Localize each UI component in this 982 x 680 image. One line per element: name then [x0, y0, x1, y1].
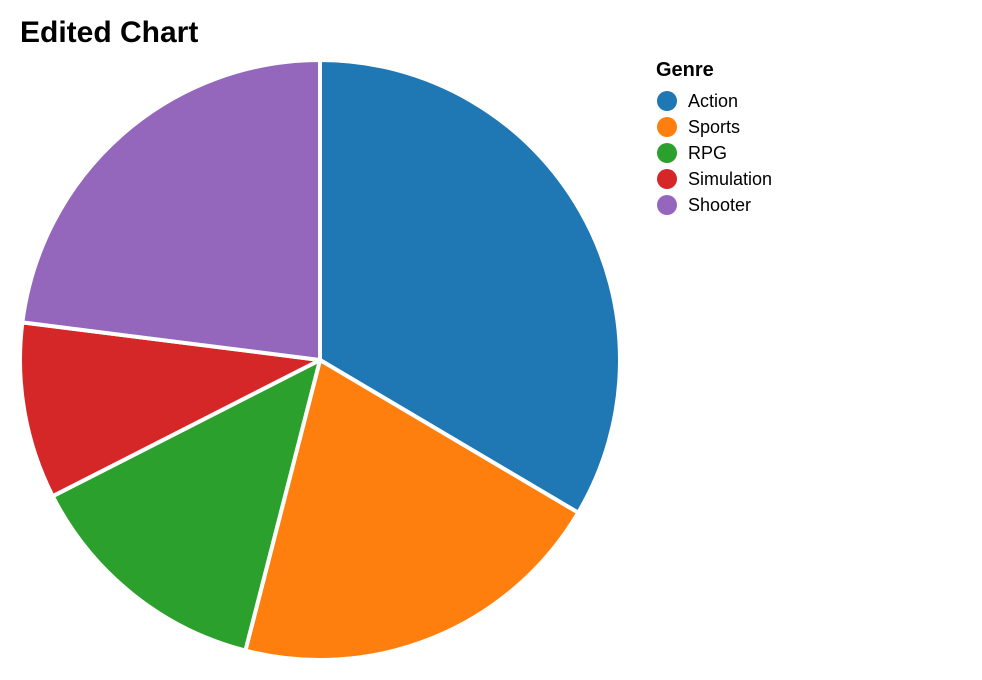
legend-item-sports: Sports: [656, 114, 772, 140]
legend-swatch-rpg: [657, 143, 677, 163]
pie-slice-shooter: [20, 58, 322, 362]
legend-swatch-action: [657, 91, 677, 111]
pie-slice-action: [318, 58, 622, 515]
chart-title: Edited Chart: [20, 16, 199, 49]
legend-item-shooter: Shooter: [656, 192, 772, 218]
legend-swatch-simulation: [657, 169, 677, 189]
legend-label: Shooter: [688, 194, 752, 215]
legend-label: Simulation: [688, 168, 773, 189]
legend-item-rpg: RPG: [656, 140, 772, 166]
legend-label: RPG: [688, 142, 728, 163]
legend-title: Genre: [656, 59, 714, 81]
legend-swatch-sports: [657, 117, 677, 137]
legend-items: Action Sports RPG Simulation Shooter: [656, 88, 772, 218]
pie-slice-sports: [243, 358, 581, 662]
legend-label: Action: [688, 90, 739, 111]
legend: Genre Action Sports RPG Simulation Shooter: [656, 60, 772, 218]
pie-slice-simulation: [18, 320, 322, 499]
legend-swatch-shooter: [657, 195, 677, 215]
legend-label: Sports: [688, 116, 741, 137]
legend-item-action: Action: [656, 88, 772, 114]
pie-slice-rpg: [50, 358, 322, 653]
legend-item-simulation: Simulation: [656, 166, 772, 192]
